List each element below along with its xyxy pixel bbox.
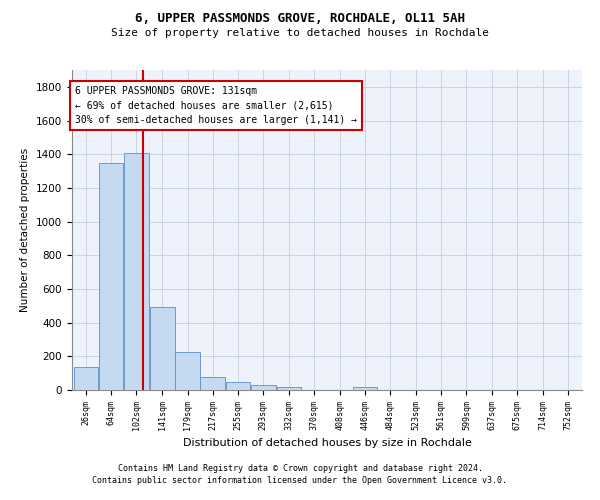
Bar [353,386,377,390]
Bar [124,152,149,390]
Bar [200,378,225,390]
Text: 6 UPPER PASSMONDS GROVE: 131sqm
← 69% of detached houses are smaller (2,615)
30%: 6 UPPER PASSMONDS GROVE: 131sqm ← 69% of… [74,86,356,125]
Bar [175,352,200,390]
Y-axis label: Number of detached properties: Number of detached properties [20,148,31,312]
X-axis label: Distribution of detached houses by size in Rochdale: Distribution of detached houses by size … [182,438,472,448]
Bar [74,368,98,390]
Text: Contains HM Land Registry data © Crown copyright and database right 2024.: Contains HM Land Registry data © Crown c… [118,464,482,473]
Bar [277,388,301,390]
Bar [226,382,250,390]
Bar [150,308,175,390]
Text: Contains public sector information licensed under the Open Government Licence v3: Contains public sector information licen… [92,476,508,485]
Bar [251,386,275,390]
Text: 6, UPPER PASSMONDS GROVE, ROCHDALE, OL11 5AH: 6, UPPER PASSMONDS GROVE, ROCHDALE, OL11… [135,12,465,26]
Text: Size of property relative to detached houses in Rochdale: Size of property relative to detached ho… [111,28,489,38]
Bar [99,162,124,390]
